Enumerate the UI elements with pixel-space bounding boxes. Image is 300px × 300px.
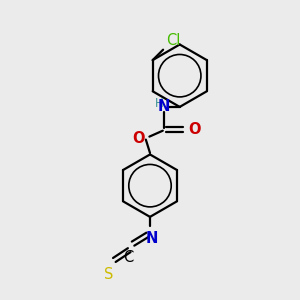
Text: O: O [188, 122, 200, 137]
Text: S: S [104, 266, 114, 281]
Text: H: H [154, 97, 163, 110]
Text: N: N [145, 231, 158, 246]
Text: O: O [132, 130, 145, 146]
Text: C: C [123, 250, 134, 265]
Text: Cl: Cl [166, 33, 180, 48]
Text: N: N [158, 99, 170, 114]
